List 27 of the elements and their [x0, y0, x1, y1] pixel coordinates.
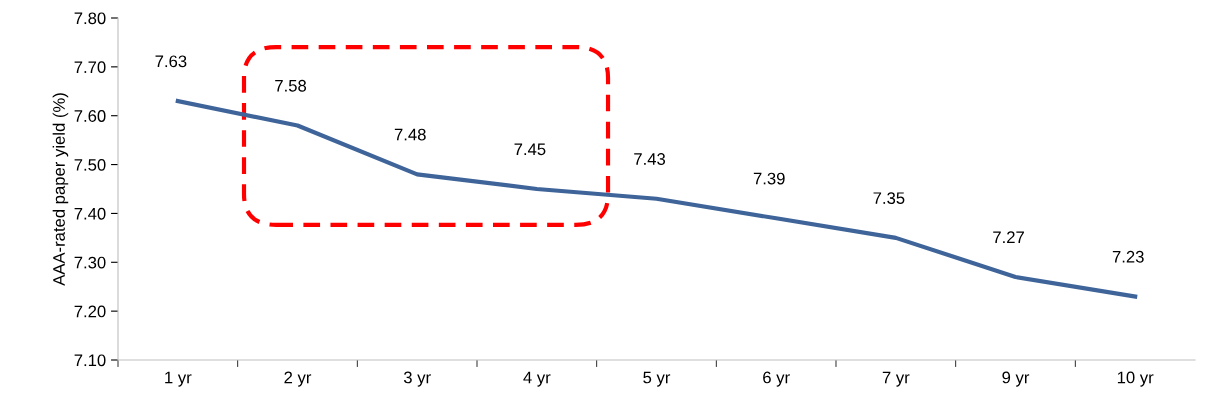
data-label: 7.48: [394, 128, 426, 141]
x-tick-label: 4 yr: [523, 371, 551, 387]
x-tick-label: 7 yr: [882, 371, 910, 387]
data-label: 7.43: [634, 153, 666, 165]
x-tick-label: 1 yr: [165, 371, 192, 387]
x-tick-label: 9 yr: [1002, 371, 1030, 387]
data-label: 7.27: [993, 231, 1024, 243]
y-tick-label: 7.10: [74, 354, 106, 367]
data-label: 7.58: [275, 79, 307, 92]
data-label: 7.35: [873, 192, 905, 205]
y-tick-label: 7.20: [74, 305, 106, 318]
y-tick-label: 7.40: [74, 207, 106, 220]
x-tick-label: 6 yr: [763, 371, 790, 387]
x-tick-label: 5 yr: [643, 371, 671, 387]
data-label: 7.45: [514, 143, 546, 156]
y-tick-label: 7.60: [74, 110, 106, 122]
x-tick-label: 3 yr: [403, 371, 431, 387]
y-tick-label: 7.70: [74, 61, 106, 74]
y-tick-label: 7.30: [74, 256, 106, 269]
x-tick-label: 10 yr: [1117, 371, 1154, 387]
y-tick-label: 7.80: [74, 12, 106, 25]
x-tick-label: 2 yr: [284, 371, 312, 387]
y-tick-label: 7.50: [74, 158, 106, 171]
data-label: 7.23: [1112, 250, 1144, 263]
y-axis-title: AAA-rated paper yield (%): [52, 93, 69, 286]
data-label: 7.63: [155, 55, 187, 68]
data-label: 7.39: [753, 172, 785, 185]
